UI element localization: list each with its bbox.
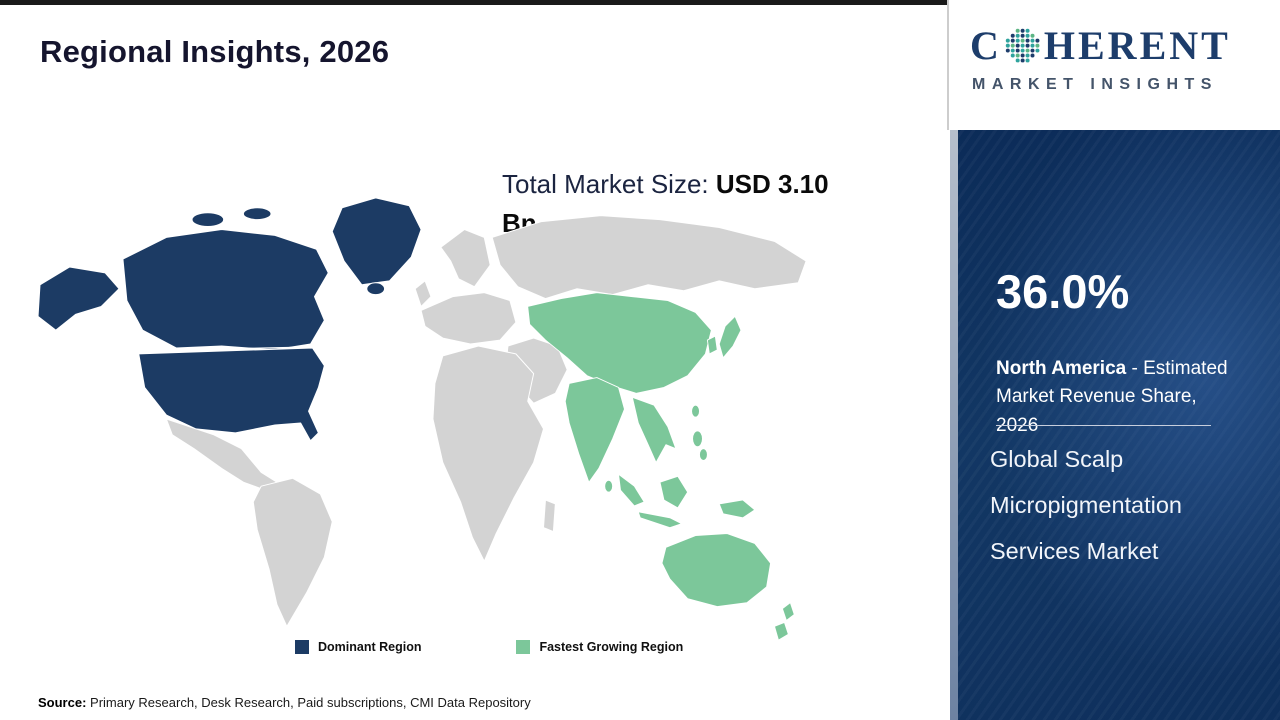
page-title: Regional Insights, 2026	[40, 34, 390, 69]
map-region-central-asia-china	[527, 292, 712, 394]
map-region-philippines-1	[692, 430, 703, 448]
map-region-borneo	[659, 475, 689, 509]
panel-edge-strip	[950, 130, 958, 720]
map-region-java	[637, 511, 683, 529]
world-map	[28, 190, 828, 654]
logo-wordmark: C HERENT	[970, 26, 1231, 66]
map-region-europe	[420, 292, 517, 345]
legend-item-fastest: Fastest Growing Region	[516, 640, 683, 654]
map-region-new-zealand-north	[781, 602, 795, 621]
map-region-philippines-2	[699, 448, 708, 461]
us-canada-border	[139, 346, 317, 352]
source-label: Source:	[38, 695, 87, 710]
source-note: Source: Primary Research, Desk Research,…	[38, 695, 531, 710]
map-region-usa	[138, 347, 325, 442]
map-region-south-america	[252, 477, 333, 627]
map-region-sumatra	[618, 473, 645, 507]
map-region-russia	[491, 215, 807, 300]
logo-subtitle: MARKET INSIGHTS	[972, 76, 1218, 93]
logo-text-herent: HERENT	[1043, 23, 1231, 68]
total-market-size-label: Total Market Size:	[502, 169, 716, 199]
logo-globe-icon	[1005, 28, 1040, 63]
share-description: North America - Estimated Market Revenue…	[996, 326, 1266, 440]
map-region-africa	[432, 345, 544, 562]
company-logo: C HERENT MARKET INSIGHTS	[950, 0, 1280, 130]
map-region-india	[564, 377, 625, 483]
map-region-japan	[718, 315, 742, 359]
map-region-arctic-island-2	[242, 207, 272, 221]
map-region-korea	[706, 335, 718, 355]
top-border	[0, 0, 948, 5]
legend-item-dominant: Dominant Region	[295, 640, 421, 654]
total-market-size: Total Market Size: USD 3.10 Bn	[502, 126, 887, 243]
market-name: Global Scalp Micropigmentation Services …	[990, 446, 1183, 564]
map-region-sri-lanka	[604, 479, 614, 493]
map-legend: Dominant Region Fastest Growing Region	[295, 640, 683, 654]
map-region-madagascar	[543, 499, 556, 533]
map-region-alaska	[37, 266, 120, 331]
map-region-new-zealand-south	[774, 621, 789, 641]
map-region-southeast-asia	[631, 396, 677, 463]
map-region-new-guinea	[718, 499, 756, 519]
world-map-svg	[37, 197, 807, 641]
map-region-australia	[661, 533, 772, 608]
map-region-iceland	[366, 282, 386, 296]
dominant-region-swatch-icon	[295, 640, 309, 654]
map-region-greenland	[331, 197, 422, 286]
sidebar-panel: 36.0% North America - Estimated Market R…	[950, 130, 1280, 720]
map-region-canada	[122, 228, 329, 351]
map-region-uk	[414, 280, 432, 307]
map-region-taiwan	[691, 404, 700, 418]
share-desc-text: - Estimated Market Revenue Share, 2026	[996, 357, 1228, 436]
dominant-region-label: Dominant Region	[318, 640, 422, 654]
panel-divider	[996, 425, 1211, 426]
share-region: North America	[996, 357, 1127, 379]
map-region-arctic-island-1	[191, 212, 225, 228]
map-region-scandinavia	[440, 228, 491, 288]
total-market-size-value: USD 3.10 Bn	[502, 169, 829, 238]
share-value: 36.0%	[996, 265, 1130, 318]
fastest-region-swatch-icon	[516, 640, 531, 654]
header-divider	[947, 0, 949, 130]
fastest-region-label: Fastest Growing Region	[539, 640, 684, 654]
source-text: Primary Research, Desk Research, Paid su…	[86, 695, 531, 710]
logo-text-c: C	[970, 23, 1002, 68]
